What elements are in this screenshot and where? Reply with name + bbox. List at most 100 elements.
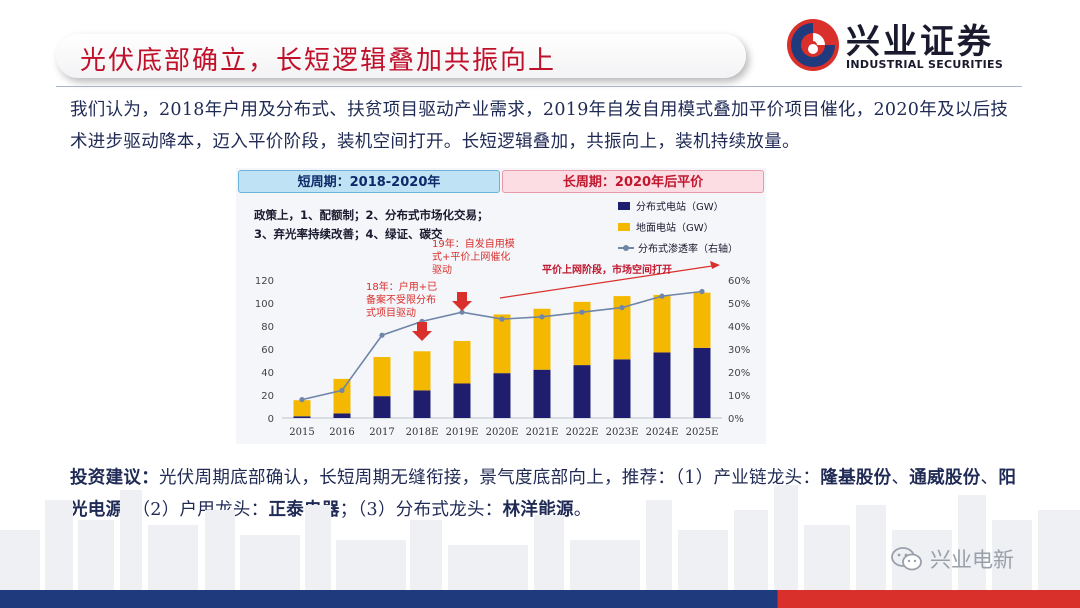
bar-ground [373,357,391,397]
x-tick-label: 2024E [646,427,679,438]
chart-line [299,288,705,403]
bar-distributed [693,347,711,418]
annotation-2019: 19年：自发自用模式+平价上网催化驱动 [432,239,515,276]
penetration-point [459,309,465,315]
penetration-point [619,305,625,311]
legend-label: 分布式电站（GW） [636,202,724,213]
advice-text: ；（3）分布式龙头： [339,500,503,520]
legend-swatch [618,244,634,251]
y-right-tick-label: 30% [728,345,750,356]
trend-arrow-head-icon [710,261,720,269]
chart-bars [293,292,711,418]
bar-ground [693,292,711,348]
y-right-tick-label: 40% [728,322,750,333]
penetration-point [659,293,665,299]
legend-item-penetration: 分布式渗透率（右轴） [618,237,758,258]
y-left-tick-label: 60 [261,345,274,356]
bar-ground [333,378,351,414]
advice-prefix: 投资建议： [70,468,159,488]
x-tick-label: 2025E [686,427,719,438]
bar-distributed [413,390,431,418]
annotation-2018: 18年：户用+已备案不受限分布式项目驱动 [366,282,438,319]
stock-name: 阳光电源 [70,468,1017,520]
bar-ground [653,294,671,353]
bar-distributed [333,413,351,418]
bar-distributed [613,359,631,418]
policy-note: 政策上，1、配额制；2、分布式市场化交易；3、弃光率持续改善；4、绿证、碳交 [254,208,489,241]
penetration-point [379,332,385,338]
penetration-point [499,316,505,322]
bar-distributed [373,396,391,418]
y-left-tick-label: 80 [261,322,274,333]
bar-ground [613,296,631,360]
legend-label: 地面电站（GW） [636,223,714,234]
x-tick-label: 2018E [406,427,439,438]
y-left-tick-label: 20 [261,391,274,402]
chart-svg: 0 20 40 60 80 100 120 0% 10% 20% 30% 40% 50% 60% 2015 2… [255,261,750,438]
bar-ground [293,400,311,417]
advice-separator: 、 [980,468,999,488]
legend-swatch [618,222,630,231]
bar-distributed [493,373,511,418]
penetration-point [699,288,705,295]
bar-distributed [453,383,471,418]
wechat-icon [891,547,922,571]
penetration-point [339,387,345,393]
bar-ground [533,308,551,370]
wechat-watermark: 兴业电新 [890,544,1014,574]
bar-ground [413,351,431,391]
legend-item-distributed: 分布式电站（GW） [618,195,758,216]
y-left-tick-label: 0 [268,414,274,425]
bar-ground [453,340,471,384]
penetration-point [539,314,545,320]
penetration-point [299,397,305,403]
penetration-point [579,309,585,315]
y-right-tick-label: 60% [728,276,750,287]
chart-legend: 分布式电站（GW） 地面电站（GW） 分布式渗透率（右轴） [618,195,758,258]
x-tick-label: 2015 [289,427,314,438]
footer-bar [0,590,1080,608]
logo: 兴业证券 INDUSTRIAL SECURITIES [784,14,1014,76]
x-tick-label: 2017 [369,427,394,438]
bar-distributed [573,365,591,418]
advice-end: 。 [573,500,592,520]
y-right-tick-label: 20% [728,368,750,379]
advice-text: 光伏周期底部确认，长短周期无缝衔接，景气度底部向上，推荐：（1）产业链龙头： [159,468,821,488]
x-tick-label: 2022E [566,427,599,438]
annotation-grid-parity: 平价上网阶段，市场空间打开 [542,265,672,276]
y-right-tick-label: 10% [728,391,750,402]
down-arrow-icon [412,322,432,341]
x-tick-label: 2016 [329,427,354,438]
x-tick-label: 2021E [526,427,559,438]
stock-name: 隆基股份 [820,468,892,488]
stock-name: 通威股份 [909,468,981,488]
bar-distributed [533,369,551,418]
y-left-tick-label: 120 [255,276,274,287]
down-arrow-icon [452,292,472,311]
header-divider [56,86,1022,87]
x-tick-label: 2020E [486,427,519,438]
chart-annotations [412,261,720,341]
y-right-tick-label: 0% [728,414,744,425]
y-left-tick-label: 40 [261,368,274,379]
logo-text-cn: 兴业证券 [846,22,994,62]
logo-emblem-icon [787,19,839,71]
trend-arrow-line [499,265,713,299]
chart: 0 20 40 60 80 100 120 0% 10% 20% 30% 40% 50% 60% 2015 2… [236,168,766,444]
x-tick-label: 2019E [446,427,479,438]
watermark-text: 兴业电新 [930,548,1014,572]
summary-paragraph: 我们认为，2018年户用及分布式、扶贫项目驱动产业需求，2019年自发自用模式叠… [70,100,1009,152]
advice-separator: 、 [891,468,910,488]
period-long-header: 长周期：2020年后平价 [502,170,764,193]
legend-item-ground: 地面电站（GW） [618,216,758,237]
title-banner: 光伏底部确立，长短逻辑叠加共振向上 [56,34,746,78]
logo-text-en: INDUSTRIAL SECURITIES [846,58,1004,71]
bar-distributed [653,352,671,418]
legend-label: 分布式渗透率（右轴） [638,244,738,255]
bar-ground [573,301,591,366]
period-short-header: 短周期：2018-2020年 [238,170,500,193]
bar-ground [493,314,511,374]
legend-swatch [618,201,630,210]
bar-distributed [293,416,311,418]
y-left-tick-label: 100 [255,299,274,310]
